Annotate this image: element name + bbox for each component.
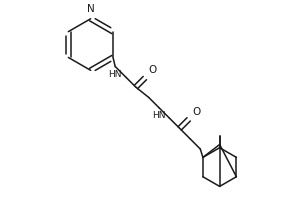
Text: O: O	[193, 107, 201, 117]
Text: HN: HN	[108, 70, 122, 79]
Text: N: N	[87, 4, 94, 14]
Text: HN: HN	[152, 111, 166, 120]
Text: O: O	[149, 65, 157, 75]
